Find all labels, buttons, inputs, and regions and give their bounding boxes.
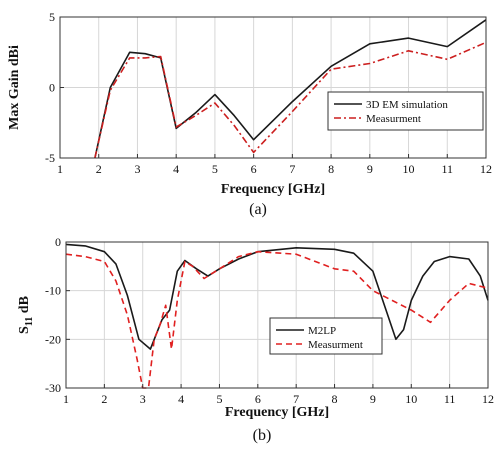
x-tick-label: 12: [480, 162, 492, 176]
x-tick-label: 1: [57, 162, 63, 176]
gain-panel: 1 2 3 4 5 6 7 8 9 10 11 12-505 Frequency [GHz] Max …: [7, 10, 492, 218]
x-tick-label: 11: [444, 392, 456, 406]
x-tick-label: 9: [367, 162, 373, 176]
x-tick-label: 1: [63, 392, 69, 406]
x-tick-label: 9: [370, 392, 376, 406]
x-tick-label: 4: [173, 162, 179, 176]
legend-box: [327, 91, 484, 131]
x-tick-label: 7: [293, 392, 299, 406]
s11-panel: 1 2 3 4 5 6 7 8 9 10 11 12-30-20-100 Frequency [GHz…: [17, 235, 494, 444]
x-tick-label: 4: [178, 392, 184, 406]
y-tick-label: 0: [55, 235, 61, 249]
y-axis-label-sub: 11: [24, 317, 35, 326]
y-tick-label: -30: [45, 381, 61, 395]
panel-label: (b): [253, 427, 272, 444]
x-tick-label: 8: [332, 392, 338, 406]
x-tick-label: 7: [289, 162, 295, 176]
legend-entry: 3D EM simulation: [366, 99, 448, 111]
tick-labels: 1 2 3 4 5 6 7 8 9 10 11 12-30-20-100: [45, 235, 494, 406]
series-line: [94, 19, 487, 159]
legend-entry: Measurment: [366, 113, 421, 125]
x-axis-label: Frequency [GHz]: [225, 405, 329, 420]
x-tick-label: 5: [216, 392, 222, 406]
y-tick-label: 0: [49, 81, 55, 95]
x-tick-label: 2: [101, 392, 107, 406]
y-tick-label: -5: [45, 151, 55, 165]
x-tick-label: 6: [251, 162, 257, 176]
plot-frame: [65, 241, 489, 389]
series-line: [65, 243, 489, 350]
y-axis-label-unit: dB: [17, 296, 32, 317]
x-tick-label: 11: [441, 162, 453, 176]
series-group: [94, 19, 487, 159]
x-tick-label: 3: [140, 392, 146, 406]
legend-entry: M2LP: [308, 325, 336, 337]
y-axis-label-main: S: [17, 326, 32, 334]
x-tick-label: 5: [212, 162, 218, 176]
x-tick-label: 12: [482, 392, 494, 406]
y-tick-label: -20: [45, 332, 61, 346]
x-tick-label: 10: [405, 392, 417, 406]
panel-label: (a): [249, 201, 267, 218]
plot-area: [66, 242, 488, 388]
series-line: [65, 250, 489, 389]
y-axis-label: S11 dB: [17, 296, 35, 334]
y-axis-label: Max Gain dBi: [7, 45, 22, 130]
x-tick-label: 3: [134, 162, 140, 176]
legend: M2LP Measurment: [269, 317, 383, 355]
x-tick-label: 6: [255, 392, 261, 406]
legend-box: [269, 317, 383, 355]
x-axis-label: Frequency [GHz]: [221, 182, 325, 197]
x-tick-label: 2: [96, 162, 102, 176]
x-tick-label: 8: [328, 162, 334, 176]
series-line: [94, 41, 487, 159]
legend: 3D EM simulation Measurment: [327, 91, 484, 131]
x-tick-label: 10: [403, 162, 415, 176]
y-tick-label: -10: [45, 284, 61, 298]
tick-labels: 1 2 3 4 5 6 7 8 9 10 11 12-505: [45, 10, 492, 176]
series-group: [65, 243, 489, 389]
y-tick-label: 5: [49, 10, 55, 24]
legend-entry: Measurment: [308, 339, 363, 351]
